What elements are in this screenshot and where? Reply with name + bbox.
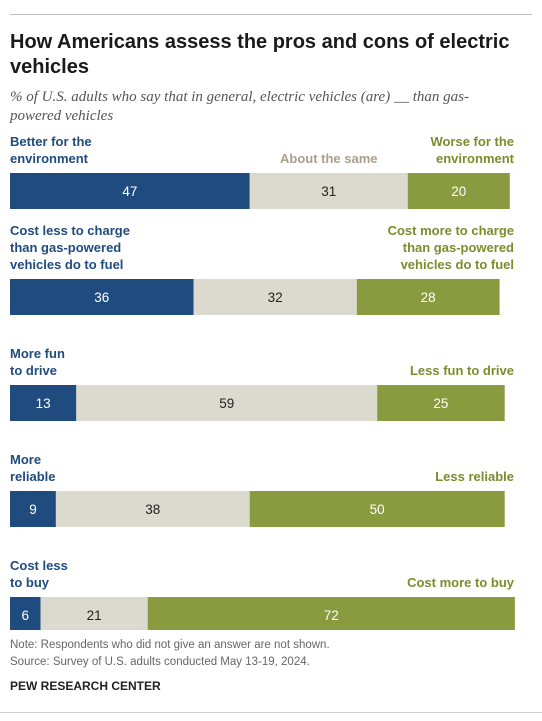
- bar-row-5-neutral: [40, 597, 148, 630]
- value-label-row-1-neutral: 31: [321, 184, 336, 199]
- bar-row-4-positive: [10, 491, 56, 527]
- row-1-middle-label: About the same: [280, 151, 378, 166]
- value-label-row-5-positive: 6: [22, 608, 30, 623]
- bottom-rule: [0, 712, 542, 713]
- bar-row-3-negative: [377, 385, 505, 421]
- value-label-row-3-negative: 25: [433, 396, 448, 411]
- value-label-row-1-positive: 47: [122, 184, 137, 199]
- value-label-row-4-neutral: 38: [145, 502, 160, 517]
- value-label-row-2-negative: 28: [421, 290, 436, 305]
- row-1-right-label: Worse for the environment: [430, 134, 514, 166]
- chart-note: Note: Respondents who did not give an an…: [10, 639, 330, 651]
- bar-row-5-positive: [10, 597, 41, 630]
- value-label-row-1-negative: 20: [451, 184, 466, 199]
- row-4-left-label: More reliable: [10, 452, 56, 484]
- value-label-row-4-negative: 50: [370, 502, 385, 517]
- row-5-right-label: Cost more to buy: [407, 575, 515, 590]
- bar-row-2-negative: [356, 279, 500, 315]
- bar-row-1-neutral: [249, 173, 408, 209]
- row-4-right-label: Less reliable: [435, 469, 514, 484]
- chart-subtitle: % of U.S. adults who say that in general…: [10, 89, 469, 124]
- chart-source: Source: Survey of U.S. adults conducted …: [10, 656, 310, 668]
- row-2-left-label: Cost less to charge than gas-powered vehic…: [10, 223, 130, 272]
- bar-row-2-neutral: [193, 279, 357, 315]
- value-label-row-4-positive: 9: [29, 502, 37, 517]
- bar-row-3-positive: [10, 385, 77, 421]
- row-3-right-label: Less fun to drive: [410, 363, 514, 378]
- bar-row-4-negative: [249, 491, 505, 527]
- top-rule: [10, 14, 532, 15]
- brand-footer: PEW RESEARCH CENTER: [10, 679, 161, 693]
- stacked-bar-chart: Better for the environment Worse for the en…: [10, 134, 515, 630]
- bar-row-3-neutral: [76, 385, 378, 421]
- bar-row-4-neutral: [55, 491, 250, 527]
- row-2-right-label: Cost more to charge than gas-powered vehic…: [388, 223, 514, 272]
- bar-row-2-positive: [10, 279, 194, 315]
- value-label-row-2-neutral: 32: [268, 290, 283, 305]
- row-3-left-label: More fun to drive: [10, 346, 65, 378]
- value-label-row-3-positive: 13: [36, 396, 51, 411]
- value-label-row-3-neutral: 59: [219, 396, 234, 411]
- row-1-left-label: Better for the environment: [10, 134, 92, 166]
- value-label-row-5-negative: 72: [324, 608, 339, 623]
- row-5-left-label: Cost less to buy: [10, 558, 68, 590]
- chart-title: How Americans assess the pros and cons o…: [10, 31, 510, 78]
- value-label-row-2-positive: 36: [94, 290, 109, 305]
- bar-row-1-positive: [10, 173, 250, 209]
- bar-row-1-negative: [407, 173, 510, 209]
- value-label-row-5-neutral: 21: [87, 608, 102, 623]
- bar-row-5-negative: [147, 597, 515, 630]
